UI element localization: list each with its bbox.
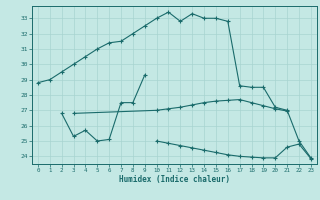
X-axis label: Humidex (Indice chaleur): Humidex (Indice chaleur) [119,175,230,184]
